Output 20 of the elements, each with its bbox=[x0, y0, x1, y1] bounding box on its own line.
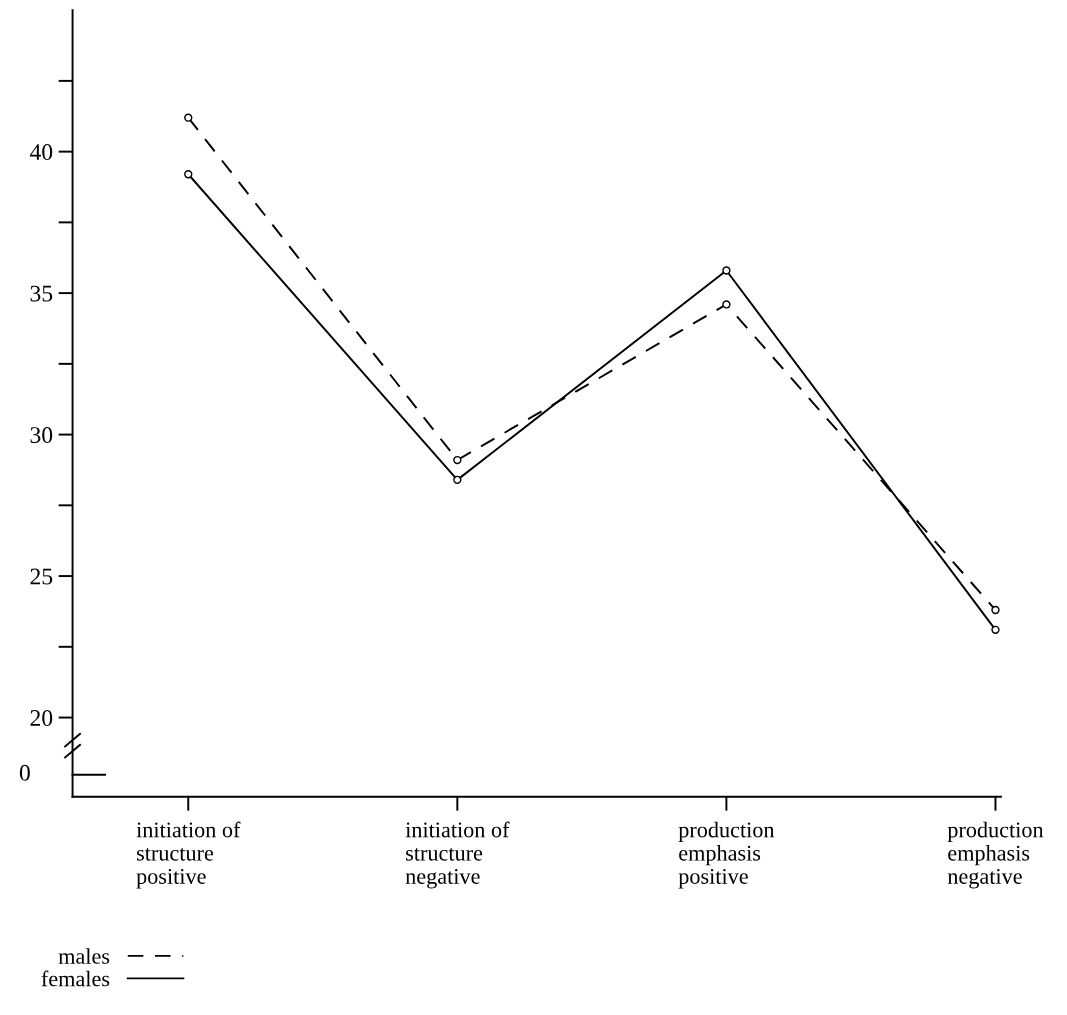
y-tick-label: 30 bbox=[30, 427, 53, 444]
point bbox=[184, 170, 193, 179]
legend-label: females bbox=[41, 970, 110, 987]
point bbox=[722, 300, 731, 309]
y-tick-label: 40 bbox=[29, 144, 53, 161]
point bbox=[453, 475, 462, 485]
point bbox=[184, 113, 193, 122]
x-tick-label: initiation of structure negative bbox=[405, 821, 510, 889]
y-tick-label: 35 bbox=[30, 285, 53, 302]
y-tick-label: 20 bbox=[30, 710, 53, 726]
point bbox=[991, 625, 1000, 634]
point bbox=[453, 455, 462, 465]
x-tick-label: production emphasis positive bbox=[678, 821, 775, 889]
y-tick-label: 25 bbox=[30, 568, 53, 585]
text: 0 bbox=[19, 764, 30, 781]
legend-label: males bbox=[58, 948, 110, 964]
x-tick-label: initiation of structure positive bbox=[136, 821, 241, 889]
x-tick-label: production emphasis negative bbox=[947, 821, 1044, 889]
point bbox=[722, 266, 731, 275]
point bbox=[991, 605, 1000, 615]
